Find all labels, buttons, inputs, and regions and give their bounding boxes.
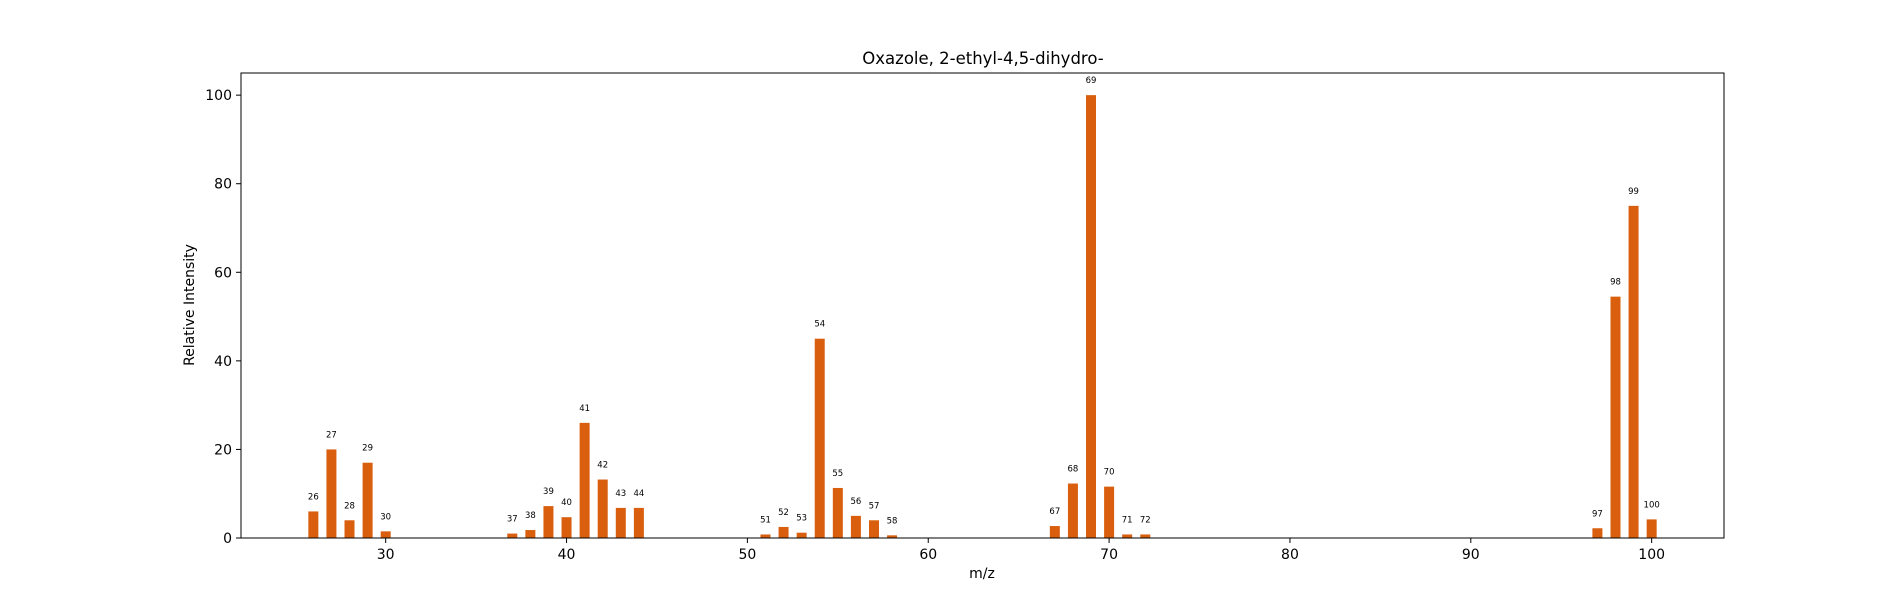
bar-label-mz-42: 42 — [597, 461, 608, 471]
bar-mz-40 — [561, 517, 572, 538]
bar-mz-72 — [1140, 534, 1151, 538]
bar-mz-26 — [308, 511, 319, 538]
x-tick-label: 90 — [1462, 547, 1480, 563]
bar-mz-41 — [579, 422, 590, 538]
bar-mz-27 — [326, 449, 337, 538]
bar-label-mz-71: 71 — [1122, 515, 1133, 525]
bar-label-mz-69: 69 — [1086, 76, 1097, 86]
bar-mz-68 — [1067, 483, 1078, 538]
y-tick-label: 80 — [214, 177, 232, 193]
bar-mz-44 — [633, 507, 644, 538]
bar-label-mz-67: 67 — [1049, 507, 1060, 517]
bar-label-mz-68: 68 — [1068, 465, 1079, 475]
bar-label-mz-39: 39 — [543, 487, 554, 497]
bar-mz-58 — [887, 535, 898, 538]
bar-mz-100 — [1646, 519, 1657, 538]
bar-mz-37 — [507, 533, 518, 538]
bar-mz-57 — [868, 520, 879, 538]
x-tick-label: 70 — [1100, 547, 1118, 563]
bar-label-mz-43: 43 — [615, 489, 626, 499]
bar-mz-29 — [362, 462, 373, 538]
bar-mz-43 — [615, 507, 626, 538]
bar-label-mz-100: 100 — [1644, 500, 1660, 510]
bar-mz-28 — [344, 520, 355, 538]
bar-mz-98 — [1610, 296, 1621, 538]
x-tick-label: 80 — [1281, 547, 1299, 563]
plot-frame — [240, 72, 1725, 539]
bar-label-mz-99: 99 — [1628, 187, 1639, 197]
bar-label-mz-55: 55 — [832, 469, 843, 479]
bar-label-mz-56: 56 — [850, 497, 861, 507]
bar-label-mz-57: 57 — [869, 501, 880, 511]
bar-label-mz-27: 27 — [326, 430, 337, 440]
bar-label-mz-28: 28 — [344, 501, 355, 511]
bar-label-mz-70: 70 — [1104, 468, 1115, 478]
x-tick-label: 30 — [377, 547, 395, 563]
bar-label-mz-52: 52 — [778, 508, 789, 518]
bars-group — [308, 95, 1657, 539]
bar-label-mz-40: 40 — [561, 498, 572, 508]
bar-mz-97 — [1592, 528, 1603, 538]
bar-mz-67 — [1049, 526, 1060, 538]
bar-mz-71 — [1122, 534, 1133, 538]
y-tick-label: 60 — [214, 265, 232, 281]
bar-label-mz-41: 41 — [579, 404, 590, 414]
bar-mz-70 — [1104, 486, 1115, 538]
bar-label-mz-38: 38 — [525, 511, 536, 521]
bar-mz-53 — [796, 532, 807, 538]
bar-mz-42 — [597, 479, 608, 538]
bar-label-mz-51: 51 — [760, 515, 771, 525]
bar-label-mz-29: 29 — [362, 444, 373, 454]
bar-mz-55 — [832, 487, 843, 538]
bar-mz-39 — [543, 506, 554, 538]
bar-label-mz-72: 72 — [1140, 515, 1151, 525]
y-tick-label: 100 — [205, 88, 232, 104]
y-axis-ticks: 0 20 40 60 80 100 — [205, 88, 241, 547]
y-tick-label: 0 — [223, 531, 232, 547]
bar-label-mz-30: 30 — [380, 512, 391, 522]
chart-title: Oxazole, 2-ethyl-4,5-dihydro- — [862, 49, 1103, 68]
bar-mz-56 — [850, 515, 861, 538]
bar-label-mz-97: 97 — [1592, 509, 1603, 519]
bar-label-mz-53: 53 — [796, 514, 807, 524]
bar-label-mz-26: 26 — [308, 492, 319, 502]
bar-labels-group: 26 27 28 29 30 37 38 39 40 41 42 43 44 51 52 53 54 55 56 57… — [308, 76, 1660, 526]
bar-label-mz-37: 37 — [507, 515, 518, 525]
bar-mz-51 — [760, 534, 771, 538]
bar-label-mz-98: 98 — [1610, 278, 1621, 288]
bar-mz-99 — [1628, 205, 1639, 539]
bar-mz-54 — [814, 338, 825, 538]
y-tick-label: 40 — [214, 354, 232, 370]
y-tick-label: 20 — [214, 442, 232, 458]
bar-mz-69 — [1086, 95, 1097, 538]
x-tick-label: 100 — [1638, 547, 1665, 563]
bar-label-mz-44: 44 — [633, 489, 644, 499]
bar-mz-52 — [778, 526, 789, 538]
y-axis-label: Relative Intensity — [182, 244, 198, 366]
x-axis-ticks: 30 40 50 60 70 80 90 100 — [377, 538, 1665, 563]
bar-label-mz-54: 54 — [814, 320, 825, 330]
bar-label-mz-58: 58 — [887, 516, 898, 526]
x-tick-label: 50 — [738, 547, 756, 563]
x-tick-label: 40 — [558, 547, 576, 563]
x-tick-label: 60 — [919, 547, 937, 563]
bar-mz-30 — [380, 531, 391, 538]
bar-mz-38 — [525, 530, 536, 538]
x-axis-label: m/z — [969, 566, 995, 582]
